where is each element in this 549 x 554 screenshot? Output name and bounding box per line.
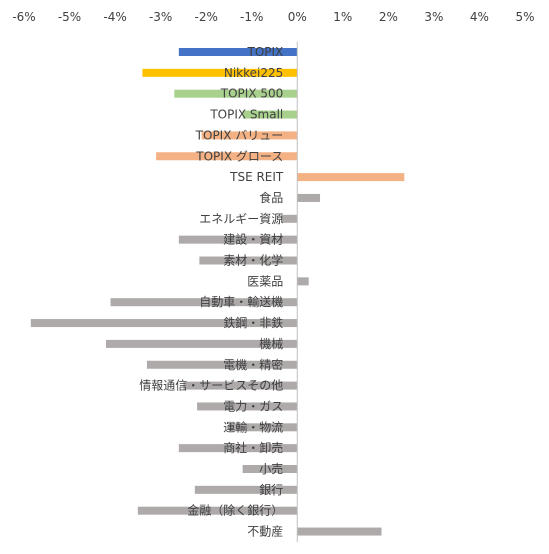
bar [30,319,298,328]
bar [105,339,298,348]
x-tick-label: 0% [288,10,307,24]
x-tick-label: -1% [240,10,263,24]
bar [201,131,298,140]
category-label: 金融（除く銀行） [187,503,283,518]
bar [137,506,298,515]
x-tick-label: -3% [149,10,172,24]
bar [242,110,298,119]
category-label: 鉄鋼・非鉄 [223,315,283,330]
x-tick-label: 5% [515,10,534,24]
x-tick-label: -6% [12,10,35,24]
bar [242,465,298,473]
category-label: TOPIX Small [209,108,283,122]
bar [297,173,405,182]
category-label: 不動産 [247,524,283,539]
category-label: 電機・精密 [223,357,283,372]
category-label: TSE REIT [229,170,284,184]
bar [197,402,298,411]
category-label: TOPIX 500 [220,87,284,101]
x-tick-label: 4% [470,10,489,24]
bar [142,68,298,77]
bar [156,152,298,161]
category-label: 医薬品 [247,274,283,288]
bar [183,381,298,390]
bar [146,360,298,369]
category-label: TOPIX [246,45,283,59]
bar [297,277,309,286]
x-tick-label: 2% [379,10,398,24]
category-label: 小売 [259,461,283,476]
category-label: TOPIX グロース [195,149,283,163]
category-label: 自動車・輸送機 [199,294,283,309]
x-tick-label: 1% [333,10,352,24]
bar [297,193,321,202]
x-axis-ticks: -6% -5% -4% -3% -2% -1% 0% 1% 2% 3% 4% 5% [12,10,534,24]
category-label: 建設・資材 [223,232,283,247]
bar-series [30,48,405,536]
bar [110,298,298,307]
category-label: エネルギー資源 [199,212,283,226]
bar [297,527,382,536]
category-label: 電力・ガス [223,399,283,413]
category-label: 素材・化学 [223,253,283,268]
category-label: 情報通信・サービスその他 [139,379,283,393]
category-label: 機械 [259,336,283,351]
x-tick-label: -4% [103,10,126,24]
bar [174,89,298,98]
bar [178,48,298,56]
bar [194,485,298,494]
bar [199,256,298,265]
bar [281,214,298,223]
category-label: TOPIX バリュー [195,128,284,142]
category-label: 運輸・物流 [223,419,283,434]
category-label: 商社・卸売 [223,440,283,455]
x-tick-label: -2% [194,10,217,24]
x-tick-label: 3% [424,10,443,24]
category-label: 食品 [259,190,283,205]
bar [178,444,298,453]
x-tick-label: -5% [58,10,81,24]
category-label: 銀行 [259,483,283,497]
bar [228,423,298,432]
category-labels: TOPIX Nikkei225 TOPIX 500 TOPIX Small TOPIX … [139,45,284,539]
bar [178,235,298,244]
category-label: Nikkei225 [224,66,283,80]
